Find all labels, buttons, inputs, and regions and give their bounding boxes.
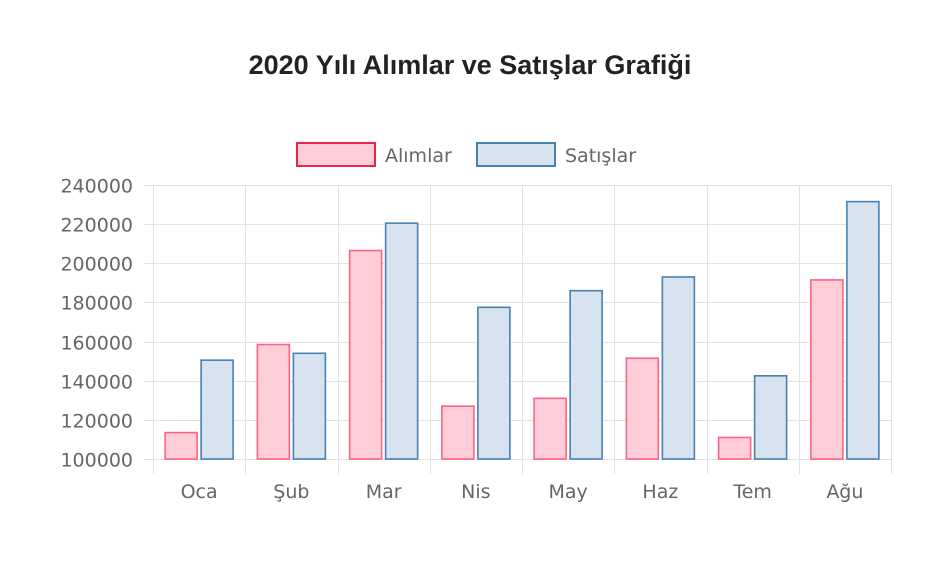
- y-tick-label: 100000: [60, 450, 133, 472]
- bar-alimlar-5[interactable]: [625, 357, 660, 460]
- chart-title: 2020 Yılı Alımlar ve Satışlar Grafiği: [249, 50, 692, 80]
- bars: [164, 200, 880, 460]
- bar-alimlar-3[interactable]: [441, 405, 475, 460]
- bar-satislar-6[interactable]: [753, 375, 788, 460]
- legend-swatch-satislar: [476, 142, 556, 167]
- y-tick-label: 220000: [60, 215, 133, 237]
- x-tick-label: Ağu: [826, 481, 863, 503]
- bar-satislar-7[interactable]: [846, 200, 880, 460]
- x-tick-label: May: [548, 481, 587, 503]
- y-tick-label: 200000: [60, 254, 133, 276]
- bar-satislar-4[interactable]: [569, 289, 603, 460]
- x-tick-label: Şub: [273, 481, 309, 503]
- y-tick-label: 180000: [60, 293, 133, 315]
- bar-satislar-5[interactable]: [661, 276, 696, 460]
- x-tick-label: Nis: [461, 481, 490, 503]
- bar-alimlar-4[interactable]: [533, 397, 567, 460]
- x-tick-label: Oca: [181, 481, 218, 503]
- legend: Alımlar Satışlar: [296, 142, 636, 167]
- bar-satislar-2[interactable]: [384, 222, 419, 460]
- legend-label-satislar: Satışlar: [565, 145, 636, 167]
- legend-label-alimlar: Alımlar: [385, 145, 452, 167]
- x-tick-label: Tem: [732, 481, 772, 503]
- x-tick-label: Haz: [642, 481, 678, 503]
- bar-alimlar-7[interactable]: [810, 279, 844, 460]
- x-axis: Oca Şub Mar Nis May Haz Tem Ağu: [181, 481, 864, 503]
- y-tick-label: 160000: [60, 333, 133, 355]
- legend-item-alimlar[interactable]: Alımlar: [296, 142, 452, 167]
- y-tick-label: 140000: [60, 372, 133, 394]
- y-axis: 240000 220000 200000 180000 160000 140000 1200…: [60, 176, 133, 472]
- legend-swatch-alimlar: [296, 142, 376, 167]
- y-tick-label: 240000: [60, 176, 133, 198]
- bar-alimlar-1[interactable]: [256, 343, 291, 460]
- bar-alimlar-0[interactable]: [164, 431, 198, 460]
- x-tick-label: Mar: [366, 481, 402, 503]
- y-tick-label: 120000: [60, 411, 133, 433]
- bar-satislar-0[interactable]: [200, 359, 234, 460]
- bar-satislar-3[interactable]: [477, 306, 511, 460]
- bar-alimlar-2[interactable]: [348, 249, 383, 460]
- legend-item-satislar[interactable]: Satışlar: [476, 142, 636, 167]
- bar-satislar-1[interactable]: [292, 352, 327, 460]
- bar-alimlar-6[interactable]: [717, 436, 752, 460]
